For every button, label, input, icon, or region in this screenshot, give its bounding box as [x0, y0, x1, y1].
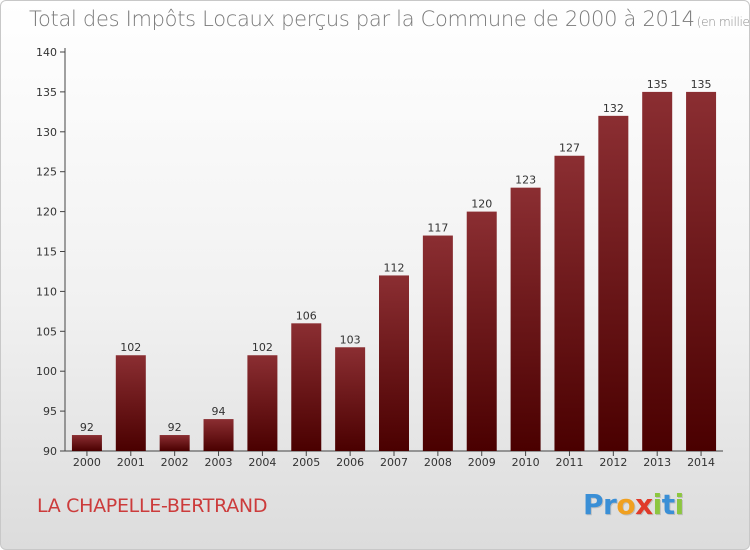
- bar: [115, 355, 146, 451]
- bar: [598, 115, 629, 451]
- y-tick-label: 140: [36, 46, 57, 59]
- y-tick-label: 90: [43, 445, 57, 458]
- logo-letter: i: [652, 488, 663, 521]
- bar-value-label: 102: [120, 341, 141, 354]
- bar: [686, 91, 717, 452]
- x-tick-label: 2013: [643, 456, 671, 469]
- bar: [71, 435, 102, 451]
- bar-value-label: 132: [603, 102, 624, 115]
- x-tick-label: 2003: [205, 456, 233, 469]
- chart-value-labels: 92 102 92 94 102 106 103 112 117 120 123 127 132 135 1…: [80, 78, 712, 434]
- x-tick-label: 2010: [512, 456, 540, 469]
- logo-letter: o: [616, 488, 636, 521]
- bar-value-label: 106: [296, 309, 317, 322]
- bar-value-label: 120: [471, 198, 492, 211]
- commune-name: LA CHAPELLE-BERTRAND: [37, 495, 268, 517]
- bar: [291, 323, 322, 451]
- bar-value-label: 92: [80, 421, 94, 434]
- x-tick-label: 2012: [599, 456, 627, 469]
- bar-value-label: 94: [212, 405, 226, 418]
- bar: [335, 347, 366, 451]
- proxiti-logo: Proxiti: [583, 488, 684, 521]
- bar: [379, 275, 409, 451]
- chart-title-text: Total des Impôts Locaux perçus par la Co…: [29, 7, 695, 31]
- bar-value-label: 92: [168, 421, 182, 434]
- y-tick-label: 100: [36, 365, 57, 378]
- bar: [159, 435, 190, 451]
- x-tick-label: 2002: [161, 456, 189, 469]
- bar: [203, 419, 234, 451]
- x-tick-label: 2005: [292, 456, 320, 469]
- bar-value-label: 117: [427, 222, 448, 235]
- x-tick-label: 2009: [468, 456, 496, 469]
- bar: [422, 235, 453, 451]
- x-tick-label: 2006: [336, 456, 364, 469]
- bar: [554, 155, 585, 452]
- x-tick-label: 2008: [424, 456, 452, 469]
- x-tick-label: 2014: [687, 456, 715, 469]
- y-tick-label: 120: [36, 206, 57, 219]
- bar: [510, 187, 541, 451]
- x-tick-label: 2004: [248, 456, 276, 469]
- bar-value-label: 135: [691, 78, 712, 91]
- bar-value-label: 135: [647, 78, 668, 91]
- x-tick-label: 2011: [555, 456, 583, 469]
- x-tick-label: 2000: [73, 456, 101, 469]
- y-tick-label: 125: [36, 166, 57, 179]
- y-tick-label: 130: [36, 126, 57, 139]
- y-tick-label: 105: [36, 325, 57, 338]
- y-tick-label: 115: [36, 246, 57, 259]
- bar: [466, 211, 497, 451]
- logo-letter: t: [661, 488, 675, 521]
- chart-bars: [71, 91, 717, 452]
- y-tick-label: 110: [36, 285, 57, 298]
- bar: [642, 91, 673, 452]
- bar-value-label: 127: [559, 142, 580, 155]
- bar-value-label: 102: [252, 341, 273, 354]
- chart-unit-label: (en milliers d'€): [696, 15, 750, 29]
- chart-title: Total des Impôts Locaux perçus par la Co…: [29, 7, 750, 31]
- x-tick-label: 2007: [380, 456, 408, 469]
- x-tick-label: 2001: [117, 456, 145, 469]
- bar-value-label: 123: [515, 174, 536, 187]
- bar-value-label: 103: [340, 333, 361, 346]
- y-tick-label: 135: [36, 86, 57, 99]
- logo-letter: r: [603, 488, 617, 521]
- y-tick-label: 95: [43, 405, 57, 418]
- bar: [247, 355, 278, 451]
- logo-letter: i: [674, 488, 685, 521]
- logo-letter: x: [635, 488, 653, 521]
- bar-value-label: 112: [384, 261, 405, 274]
- logo-letter: P: [583, 488, 604, 521]
- chart-axes: 90 95 100 105 110 115 120 125 130 135 140 2000 2001 2…: [36, 46, 723, 469]
